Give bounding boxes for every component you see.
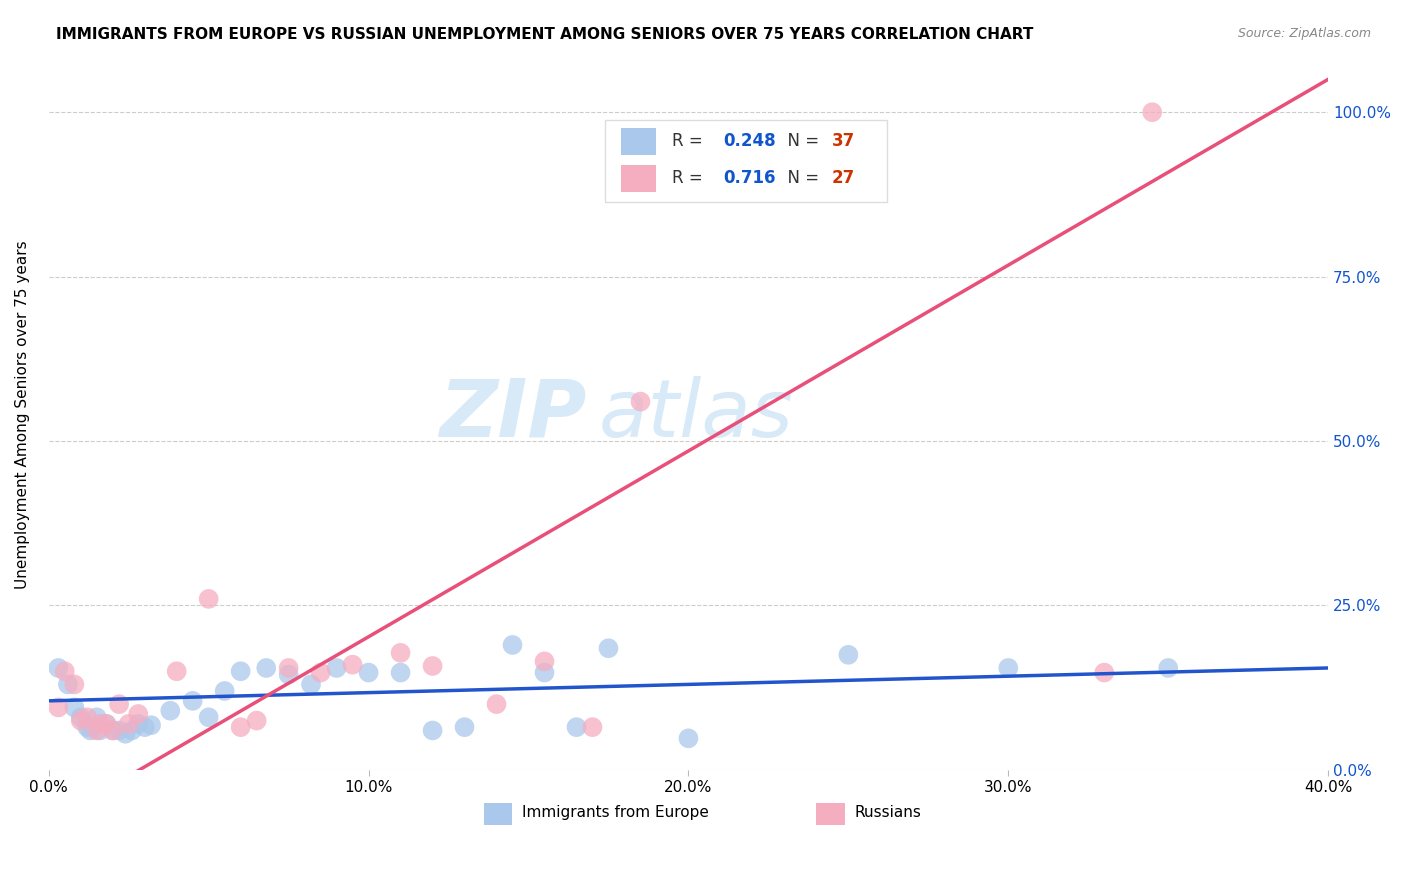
Text: Russians: Russians xyxy=(855,805,922,820)
Point xyxy=(76,720,98,734)
Point xyxy=(46,661,69,675)
Point xyxy=(46,700,69,714)
Point xyxy=(246,714,269,728)
Bar xyxy=(817,803,845,825)
Point xyxy=(277,661,299,675)
Text: R =: R = xyxy=(672,132,707,150)
Point xyxy=(422,659,444,673)
Point xyxy=(533,654,555,668)
Point xyxy=(502,638,524,652)
Point xyxy=(86,710,108,724)
Point xyxy=(229,665,252,679)
Point xyxy=(678,731,700,746)
Point xyxy=(134,720,156,734)
Point xyxy=(108,697,131,711)
Point xyxy=(56,677,79,691)
Text: Source: ZipAtlas.com: Source: ZipAtlas.com xyxy=(1237,27,1371,40)
Point xyxy=(63,677,86,691)
Point xyxy=(96,717,118,731)
Point xyxy=(101,723,124,738)
Point xyxy=(837,648,859,662)
Text: R =: R = xyxy=(672,169,707,187)
Point xyxy=(89,723,111,738)
Point xyxy=(89,717,111,731)
Point xyxy=(127,717,149,731)
Point xyxy=(997,661,1019,675)
Bar xyxy=(484,803,512,825)
Point xyxy=(630,394,652,409)
Point xyxy=(422,723,444,738)
Point xyxy=(118,717,141,731)
Point xyxy=(309,665,332,680)
Text: 27: 27 xyxy=(832,169,855,187)
Y-axis label: Unemployment Among Seniors over 75 years: Unemployment Among Seniors over 75 years xyxy=(15,241,30,589)
Point xyxy=(485,697,508,711)
Point xyxy=(357,665,380,680)
Point xyxy=(453,720,475,734)
Text: IMMIGRANTS FROM EUROPE VS RUSSIAN UNEMPLOYMENT AMONG SENIORS OVER 75 YEARS CORRE: IMMIGRANTS FROM EUROPE VS RUSSIAN UNEMPL… xyxy=(56,27,1033,42)
FancyBboxPatch shape xyxy=(606,120,887,202)
Point xyxy=(1157,661,1180,675)
Text: Immigrants from Europe: Immigrants from Europe xyxy=(522,805,709,820)
Text: 37: 37 xyxy=(832,132,855,150)
Point xyxy=(159,704,181,718)
Point xyxy=(114,727,136,741)
Point xyxy=(197,591,219,606)
Point xyxy=(299,677,322,691)
Point xyxy=(139,718,162,732)
Point xyxy=(108,723,131,738)
Point xyxy=(96,717,118,731)
Point xyxy=(181,694,204,708)
Point xyxy=(69,710,91,724)
Point xyxy=(277,667,299,681)
Point xyxy=(325,661,347,675)
Point xyxy=(166,665,188,679)
Point xyxy=(598,641,620,656)
Point xyxy=(53,665,76,679)
Text: N =: N = xyxy=(776,169,824,187)
Point xyxy=(389,646,412,660)
Point xyxy=(533,665,555,680)
Point xyxy=(127,706,149,721)
Point xyxy=(229,720,252,734)
Text: N =: N = xyxy=(776,132,824,150)
Text: ZIP: ZIP xyxy=(439,376,586,454)
Point xyxy=(254,661,277,675)
Bar xyxy=(620,165,657,192)
Text: atlas: atlas xyxy=(599,376,793,454)
Point xyxy=(214,684,236,698)
Point xyxy=(581,720,603,734)
Point xyxy=(197,710,219,724)
Point xyxy=(86,723,108,738)
Bar xyxy=(620,128,657,155)
Point xyxy=(69,714,91,728)
Point xyxy=(101,723,124,738)
Text: 0.248: 0.248 xyxy=(723,132,776,150)
Point xyxy=(121,723,143,738)
Point xyxy=(565,720,588,734)
Point xyxy=(79,723,101,738)
Text: 0.716: 0.716 xyxy=(723,169,776,187)
Point xyxy=(1142,105,1164,120)
Point xyxy=(342,657,364,672)
Point xyxy=(389,665,412,680)
Point xyxy=(1092,665,1115,680)
Point xyxy=(76,710,98,724)
Point xyxy=(63,700,86,714)
